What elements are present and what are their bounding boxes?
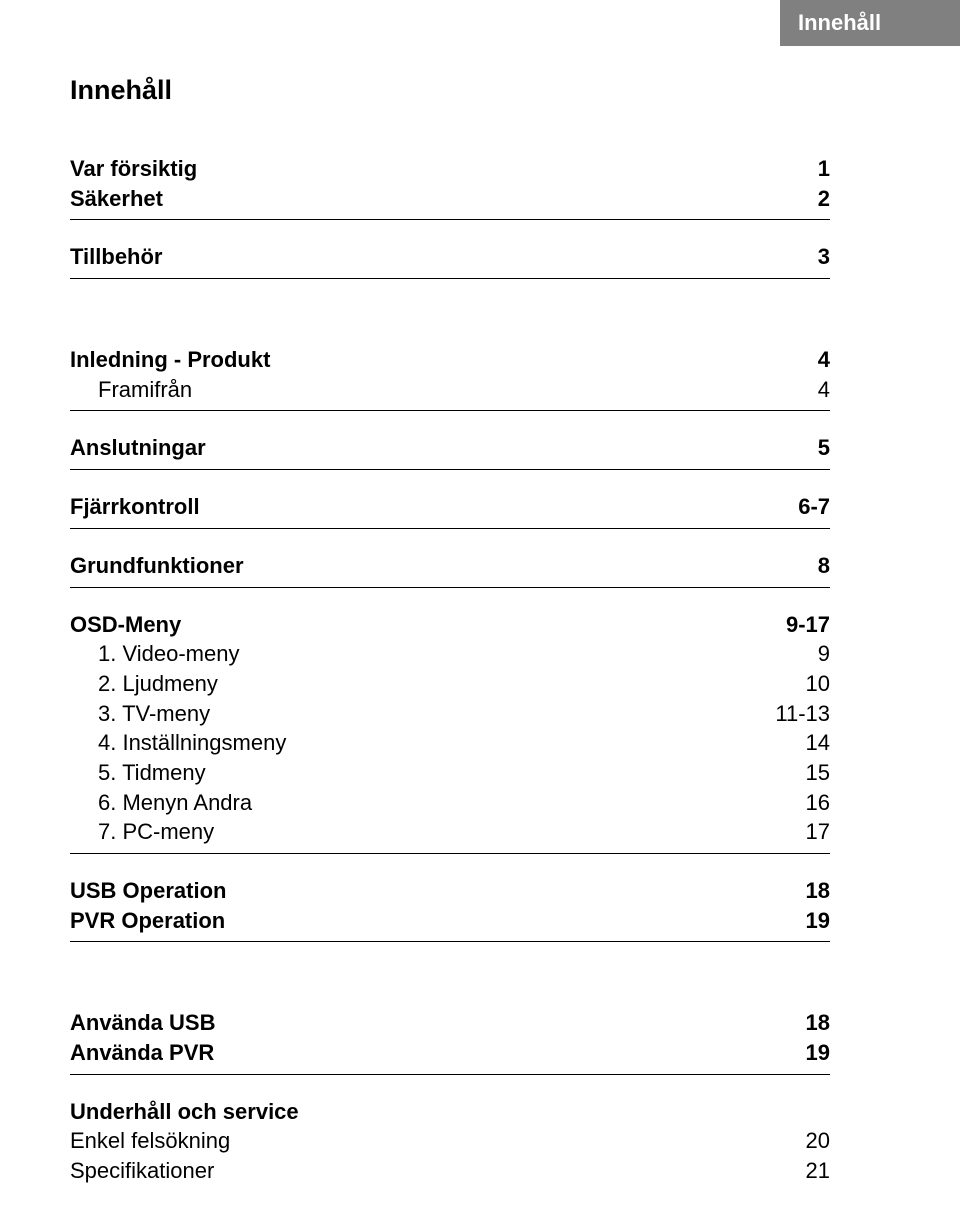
toc-row: Fjärrkontroll 6-7 (70, 492, 830, 522)
toc-row: 3. TV-meny 11-13 (70, 699, 830, 729)
toc-row: Inledning - Produkt 4 (70, 345, 830, 375)
toc-page: 18 (760, 1008, 830, 1038)
toc-page: 8 (760, 551, 830, 581)
toc-row: Använda USB 18 (70, 1008, 830, 1038)
toc-label: 4. Inställningsmeny (70, 728, 760, 758)
toc-row: Använda PVR 19 (70, 1038, 830, 1068)
toc-section: Inledning - Produkt 4 Framifrån 4 (70, 345, 830, 411)
toc-page: 19 (760, 1038, 830, 1068)
toc-row: Underhåll och service (70, 1097, 830, 1127)
toc-row: PVR Operation 19 (70, 906, 830, 936)
toc-page: 17 (760, 817, 830, 847)
toc-row: 6. Menyn Andra 16 (70, 788, 830, 818)
toc-label: Var försiktig (70, 154, 760, 184)
toc-label: Underhåll och service (70, 1097, 760, 1127)
toc-section: Grundfunktioner 8 (70, 551, 830, 588)
toc-label: 2. Ljudmeny (70, 669, 760, 699)
toc-page: 16 (760, 788, 830, 818)
toc-row: Säkerhet 2 (70, 184, 830, 214)
toc-label: 6. Menyn Andra (70, 788, 760, 818)
toc-label: 1. Video-meny (70, 639, 760, 669)
toc-label: Framifrån (70, 375, 760, 405)
toc-page: 18 (760, 876, 830, 906)
toc-section: Var försiktig 1 Säkerhet 2 (70, 154, 830, 220)
header-tab-label: Innehåll (798, 10, 881, 36)
toc-label: Använda USB (70, 1008, 760, 1038)
toc-page: 9-17 (760, 610, 830, 640)
toc-section: OSD-Meny 9-17 1. Video-meny 9 2. Ljudmen… (70, 610, 830, 855)
toc-section: USB Operation 18 PVR Operation 19 (70, 876, 830, 942)
toc-label: Inledning - Produkt (70, 345, 760, 375)
toc-page: 14 (760, 728, 830, 758)
toc-label: Tillbehör (70, 242, 760, 272)
toc-label: Använda PVR (70, 1038, 760, 1068)
toc-row: OSD-Meny 9-17 (70, 610, 830, 640)
toc-row: USB Operation 18 (70, 876, 830, 906)
toc-page: 2 (760, 184, 830, 214)
toc-label: 7. PC-meny (70, 817, 760, 847)
toc-row: Tillbehör 3 (70, 242, 830, 272)
toc-row: 4. Inställningsmeny 14 (70, 728, 830, 758)
toc-label: OSD-Meny (70, 610, 760, 640)
toc-section: Använda USB 18 Använda PVR 19 (70, 1008, 830, 1074)
toc-page: 5 (760, 433, 830, 463)
toc-page: 10 (760, 669, 830, 699)
toc-page: 1 (760, 154, 830, 184)
toc-page: 20 (760, 1126, 830, 1156)
toc-page: 11-13 (760, 699, 830, 729)
toc-row: 7. PC-meny 17 (70, 817, 830, 847)
toc-label: 3. TV-meny (70, 699, 760, 729)
toc-row: Grundfunktioner 8 (70, 551, 830, 581)
toc-page: 4 (760, 345, 830, 375)
toc-label: PVR Operation (70, 906, 760, 936)
toc-row: 5. Tidmeny 15 (70, 758, 830, 788)
toc-row: 2. Ljudmeny 10 (70, 669, 830, 699)
toc-label: USB Operation (70, 876, 760, 906)
header-tab: Innehåll (780, 0, 960, 46)
toc-row: Anslutningar 5 (70, 433, 830, 463)
toc-page: 6-7 (760, 492, 830, 522)
toc-label: 5. Tidmeny (70, 758, 760, 788)
toc-section: Anslutningar 5 (70, 433, 830, 470)
toc-page: 21 (760, 1156, 830, 1186)
toc-label: Specifikationer (70, 1156, 760, 1186)
toc-section: Tillbehör 3 (70, 242, 830, 279)
toc-label: Anslutningar (70, 433, 760, 463)
toc-page: 15 (760, 758, 830, 788)
toc-row: Framifrån 4 (70, 375, 830, 405)
toc-row: Enkel felsökning 20 (70, 1126, 830, 1156)
toc-row: Var försiktig 1 (70, 154, 830, 184)
toc-page: 19 (760, 906, 830, 936)
toc-row: 1. Video-meny 9 (70, 639, 830, 669)
toc-label: Säkerhet (70, 184, 760, 214)
page-title: Innehåll (70, 75, 830, 106)
toc-section: Fjärrkontroll 6-7 (70, 492, 830, 529)
toc-section: Underhåll och service Enkel felsökning 2… (70, 1097, 830, 1192)
toc-label: Enkel felsökning (70, 1126, 760, 1156)
toc-content: Innehåll Var försiktig 1 Säkerhet 2 Till… (70, 75, 830, 1214)
toc-row: Specifikationer 21 (70, 1156, 830, 1186)
toc-page: 3 (760, 242, 830, 272)
toc-label: Grundfunktioner (70, 551, 760, 581)
toc-page: 4 (760, 375, 830, 405)
toc-page: 9 (760, 639, 830, 669)
toc-label: Fjärrkontroll (70, 492, 760, 522)
